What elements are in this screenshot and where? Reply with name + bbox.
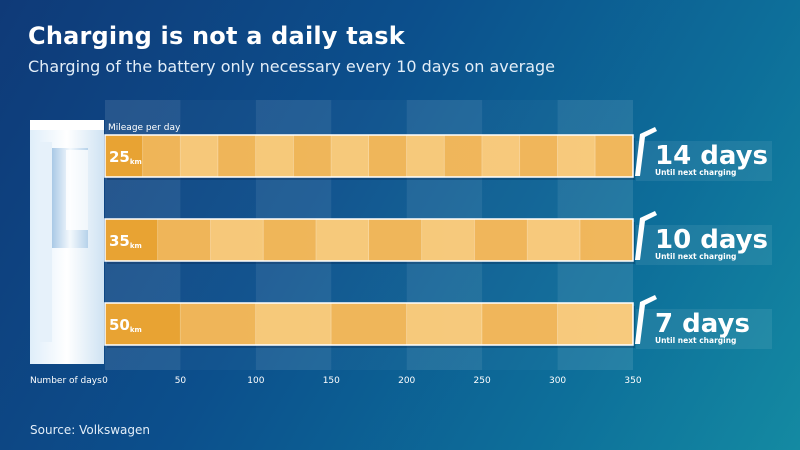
mileage-value: 35km — [109, 232, 142, 250]
callout-panel — [636, 141, 772, 181]
bar-segment — [157, 219, 211, 261]
bar-segment — [142, 135, 181, 177]
x-tick-label: 150 — [323, 376, 340, 386]
x-tick-label: 250 — [474, 376, 491, 386]
bar-segment — [557, 303, 633, 345]
bar-segment — [527, 219, 581, 261]
source-note: Source: Volkswagen — [30, 423, 150, 437]
bar-segment — [519, 135, 558, 177]
days-caption: Until next charging — [655, 336, 736, 345]
bar-segment — [105, 303, 181, 345]
bar-segment — [482, 135, 520, 177]
x-tick-label: 200 — [398, 376, 415, 386]
days-value: 14 days — [655, 141, 768, 171]
bar-segment — [369, 219, 422, 261]
bar-segment — [105, 135, 143, 177]
bar-frame — [104, 218, 634, 262]
x-axis-label: Number of days — [30, 376, 102, 386]
x-tick-label: 300 — [549, 376, 566, 386]
days-value: 10 days — [655, 225, 768, 255]
days-caption: Until next charging — [655, 168, 736, 177]
bar-segment — [331, 303, 407, 345]
bar-segment — [180, 135, 219, 177]
callout-tab — [635, 127, 657, 176]
bar-segment — [263, 219, 317, 261]
bar-segment — [105, 219, 158, 261]
days-caption: Until next charging — [655, 252, 736, 261]
bar-segment — [180, 303, 256, 345]
bar-segment — [580, 219, 633, 261]
callout-tab — [635, 211, 657, 260]
bar-segment — [421, 219, 475, 261]
bar-segment — [482, 303, 558, 345]
bar-frame — [104, 302, 634, 346]
chart-title: Charging is not a daily task — [28, 22, 405, 50]
bar-segment — [474, 219, 528, 261]
callout-tab — [635, 295, 657, 344]
bar-segment — [444, 135, 483, 177]
charging-station-icon — [30, 120, 104, 364]
x-tick-label: 0 — [102, 376, 108, 386]
bar-segment — [316, 219, 369, 261]
bar-segment — [255, 135, 294, 177]
bar-segment — [595, 135, 633, 177]
bar-segment — [255, 303, 332, 345]
callout-panel — [636, 225, 772, 265]
mileage-per-day-label: Mileage per day — [108, 123, 181, 133]
chart-subtitle: Charging of the battery only necessary e… — [28, 57, 555, 76]
x-tick-label: 350 — [624, 376, 641, 386]
bar-segment — [210, 219, 264, 261]
bar-segment — [218, 135, 256, 177]
bar-segment — [406, 135, 445, 177]
callout-panel — [636, 309, 772, 349]
days-value: 7 days — [655, 309, 750, 339]
x-tick-label: 100 — [247, 376, 264, 386]
x-tick-label: 50 — [175, 376, 187, 386]
mileage-value: 50km — [109, 316, 142, 334]
bar-frame — [104, 134, 634, 178]
bar-segment — [293, 135, 332, 177]
bar-segment — [406, 303, 483, 345]
bar-segment — [557, 135, 596, 177]
mileage-value: 25km — [109, 148, 142, 166]
bar-segment — [331, 135, 369, 177]
bar-segment — [369, 135, 407, 177]
